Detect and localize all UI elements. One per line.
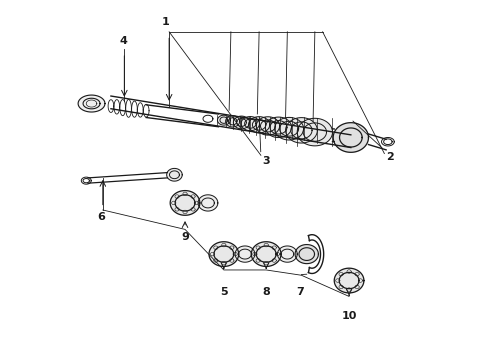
Polygon shape: [167, 168, 182, 181]
Text: 6: 6: [97, 212, 105, 222]
Text: 7: 7: [296, 287, 304, 297]
Text: 3: 3: [262, 156, 270, 166]
Text: 8: 8: [262, 287, 270, 297]
Text: 4: 4: [120, 36, 127, 46]
Polygon shape: [277, 246, 297, 262]
Polygon shape: [170, 190, 200, 215]
Text: 10: 10: [342, 311, 357, 321]
Polygon shape: [209, 242, 239, 266]
Polygon shape: [274, 117, 304, 140]
Text: 2: 2: [386, 153, 394, 162]
Polygon shape: [295, 244, 319, 264]
Polygon shape: [297, 118, 333, 146]
Text: 5: 5: [220, 287, 228, 297]
Polygon shape: [235, 246, 255, 262]
Polygon shape: [286, 118, 318, 143]
Polygon shape: [233, 116, 249, 129]
Polygon shape: [334, 268, 364, 293]
Polygon shape: [248, 117, 270, 133]
Polygon shape: [241, 117, 260, 131]
Polygon shape: [266, 117, 292, 138]
Polygon shape: [225, 116, 240, 127]
Polygon shape: [256, 117, 280, 135]
Polygon shape: [333, 123, 368, 152]
Polygon shape: [198, 195, 218, 211]
Polygon shape: [251, 242, 281, 266]
Polygon shape: [218, 115, 230, 125]
Polygon shape: [78, 95, 105, 112]
Text: 9: 9: [181, 232, 189, 242]
Text: 1: 1: [162, 17, 170, 27]
